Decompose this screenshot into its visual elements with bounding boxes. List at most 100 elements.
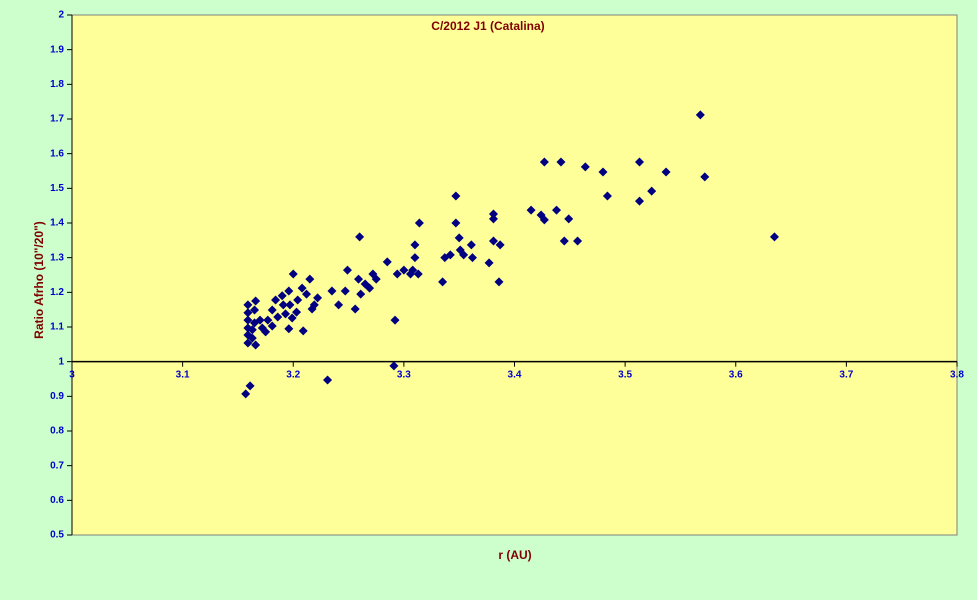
point [494, 277, 504, 287]
point [293, 295, 303, 305]
point [305, 274, 315, 284]
point [342, 265, 352, 275]
x-tick-label: 3.2 [286, 369, 300, 380]
y-tick-label: 0.8 [50, 426, 64, 437]
point [241, 389, 251, 399]
point [413, 269, 423, 279]
y-axis-title: Ratio Afrho (10"/20") [32, 221, 46, 339]
point [390, 315, 400, 325]
x-tick-label: 3.3 [397, 369, 411, 380]
point [340, 286, 350, 296]
point [488, 236, 498, 246]
point [267, 305, 277, 315]
y-tick-label: 1.9 [50, 44, 64, 55]
point [410, 253, 420, 263]
point [552, 205, 562, 215]
y-tick-label: 1.6 [50, 148, 64, 159]
point [298, 326, 308, 336]
point [263, 315, 273, 325]
point [271, 295, 281, 305]
point [334, 300, 344, 310]
x-tick-label: 3.8 [950, 369, 964, 380]
x-tick-label: 3.7 [839, 369, 853, 380]
point [365, 283, 375, 293]
y-tick-label: 1.5 [50, 183, 64, 194]
point [284, 286, 294, 296]
point [700, 172, 710, 182]
y-tick-label: 1.2 [50, 287, 64, 298]
y-tick-label: 1.4 [50, 218, 64, 229]
point [410, 240, 420, 250]
point [257, 323, 267, 333]
point [323, 375, 333, 385]
point [281, 309, 291, 319]
y-tick-label: 1.1 [50, 322, 64, 333]
y-tick-label: 0.5 [50, 530, 64, 541]
point [488, 209, 498, 219]
point [445, 250, 455, 260]
point [414, 218, 424, 228]
point [451, 218, 461, 228]
point [451, 191, 461, 201]
y-tick-label: 1.7 [50, 114, 64, 125]
point [539, 215, 549, 225]
point [580, 162, 590, 172]
point [573, 236, 583, 246]
y-tick-label: 0.7 [50, 460, 64, 471]
point [288, 269, 298, 279]
point [647, 186, 657, 196]
x-tick-label: 3.1 [176, 369, 190, 380]
x-axis-title: r (AU) [498, 548, 531, 562]
point [247, 325, 257, 335]
point [598, 167, 608, 177]
point [661, 167, 671, 177]
y-tick-label: 2 [58, 10, 64, 21]
point [488, 214, 498, 224]
point [459, 250, 469, 260]
point [250, 305, 260, 315]
point [602, 191, 612, 201]
point [251, 340, 261, 350]
point [371, 274, 381, 284]
y-tick-label: 1.8 [50, 79, 64, 90]
point [313, 293, 323, 303]
chart-title: C/2012 J1 (Catalina) [431, 19, 544, 33]
point [251, 296, 261, 306]
point [356, 289, 366, 299]
point [250, 318, 260, 328]
point [285, 300, 295, 310]
point [559, 236, 569, 246]
x-tick-label: 3 [69, 369, 75, 380]
y-tick-label: 1.3 [50, 252, 64, 263]
point [267, 321, 277, 331]
point [382, 257, 392, 267]
point [399, 265, 409, 275]
point [526, 205, 536, 215]
point [392, 269, 402, 279]
point [287, 313, 297, 323]
point [556, 157, 566, 167]
point [302, 289, 312, 299]
point [564, 214, 574, 224]
point [307, 304, 317, 314]
point [408, 265, 418, 275]
point [440, 253, 450, 263]
point [769, 232, 779, 242]
point [635, 196, 645, 206]
plot-area [71, 14, 958, 536]
x-tick-label: 3.6 [729, 369, 743, 380]
x-tick-label: 3.5 [618, 369, 632, 380]
point [327, 286, 337, 296]
y-tick-label: 1 [58, 356, 64, 367]
point [354, 274, 364, 284]
point [243, 315, 253, 325]
point [278, 300, 288, 310]
point [484, 258, 494, 268]
point [284, 324, 294, 334]
point [243, 338, 253, 348]
point [389, 361, 399, 371]
point [243, 308, 253, 318]
point [695, 110, 705, 120]
point [355, 232, 365, 242]
